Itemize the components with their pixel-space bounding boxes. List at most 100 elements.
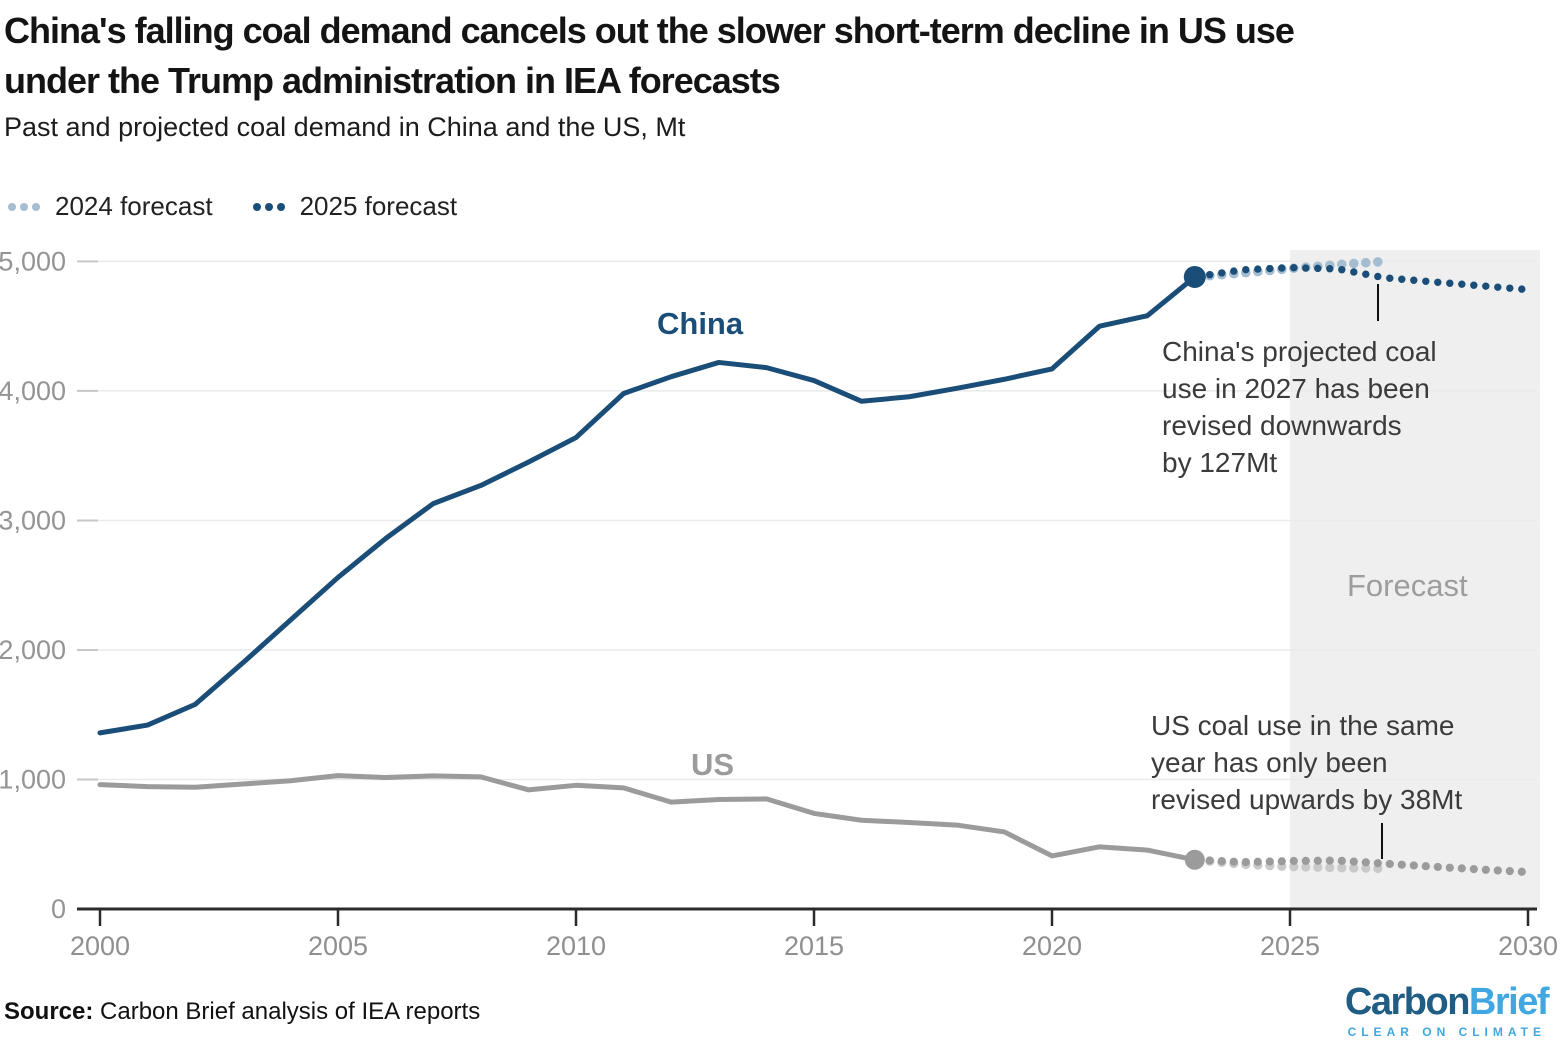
us_2025-dot (1361, 858, 1370, 867)
china_actual-line (97, 274, 1198, 736)
china_2025-dot (1506, 284, 1514, 292)
china_2025-dot (1314, 264, 1322, 273)
us_2025-dot (1517, 867, 1526, 876)
x-axis-label: 2025 (1260, 931, 1320, 961)
us_2025-dot (1265, 857, 1274, 866)
source-text: Carbon Brief analysis of IEA reports (93, 998, 481, 1025)
china_2025-dot (1494, 283, 1502, 291)
us_2025-dot (1337, 856, 1346, 865)
us_actual-2023-marker (1184, 849, 1205, 870)
us_2025-dot (1301, 856, 1310, 866)
forecast-region-label: Forecast (1347, 568, 1468, 603)
chart-subtitle: Past and projected coal demand in China … (4, 112, 686, 142)
x-axis-label: 2005 (308, 931, 368, 961)
us_2024-dot (1337, 863, 1347, 873)
y-axis-label: 4,000 (0, 376, 66, 406)
carbonbrief-logo: CarbonBrief CLEAR ON CLIMATE (1344, 980, 1550, 1039)
legend-2025-label: 2025 forecast (299, 191, 458, 221)
x-axis-label: 2015 (784, 931, 844, 961)
us_2024-dot (1361, 863, 1371, 873)
legend: 2024 forecast 2025 forecast (8, 191, 497, 222)
us_2025-dot (1457, 864, 1466, 873)
us_2025-dot (1445, 863, 1454, 872)
us-annotation: US coal use in the same year has only be… (1151, 710, 1463, 815)
china_2025-dot (1302, 264, 1310, 272)
china_2025-dot (1290, 264, 1298, 272)
us-series-label: US (691, 747, 735, 782)
us_2025-dot (1397, 860, 1406, 869)
china_2025-dot (1218, 269, 1226, 277)
legend-item-2024-forecast: 2024 forecast (8, 191, 213, 222)
legend-2024-dots-icon (8, 202, 44, 211)
chart-title: China's falling coal demand cancels out … (4, 10, 1295, 101)
us_2025-dot (1481, 865, 1490, 874)
us_2025-dot (1493, 866, 1502, 875)
us_2025-dot (1229, 857, 1238, 866)
china_2025-dot (1254, 265, 1262, 273)
us_2025-dot (1325, 856, 1334, 865)
china_2025-dot (1458, 280, 1466, 288)
china-series-label: China (657, 306, 744, 341)
us_2025-dot (1313, 856, 1322, 865)
forecast-band (1290, 250, 1540, 909)
china_2024-dot (1349, 258, 1359, 269)
y-axis-label: 1,000 (0, 764, 66, 794)
us_2024-dot (1325, 863, 1335, 873)
china_actual-2023-marker (1183, 265, 1206, 288)
us_2024-dot (1289, 862, 1299, 872)
legend-item-2025-forecast: 2025 forecast (252, 191, 458, 222)
china_2025-dot (1230, 267, 1238, 275)
china_2025-dot (1422, 277, 1430, 285)
us_2025-dot (1433, 862, 1442, 872)
china_2025-dot (1362, 270, 1370, 278)
china_2024-dot (1361, 257, 1371, 268)
china_2025-dot (1278, 264, 1286, 272)
china_2025-dot (1350, 268, 1358, 276)
x-axis-label: 2000 (70, 931, 130, 961)
legend-2024-label: 2024 forecast (55, 191, 213, 221)
us_2025-dot (1217, 857, 1226, 866)
us_2024-dot (1349, 863, 1359, 873)
us_2025-dot (1289, 856, 1298, 866)
us_2025-dot (1409, 861, 1418, 870)
us_2025-dot (1205, 856, 1214, 865)
china_2025-dot (1374, 272, 1382, 281)
us_2025-dot (1373, 859, 1382, 868)
source-label: Source: (4, 998, 94, 1025)
carbonbrief-tagline: CLEAR ON CLIMATE (1347, 1025, 1546, 1039)
us_2024-dot (1313, 862, 1323, 872)
x-axis-label: 2030 (1498, 931, 1558, 961)
china_2025-dot (1470, 281, 1478, 289)
y-axis-label: 2,000 (0, 635, 66, 665)
us_2025-dot (1385, 859, 1394, 869)
y-axis-label: 0 (51, 894, 66, 924)
china_2025-dot (1242, 265, 1250, 274)
y-axis-label: 5,000 (0, 246, 66, 276)
source-note: Source: Carbon Brief analysis of IEA rep… (4, 998, 480, 1026)
china_2025-dot (1518, 285, 1526, 293)
legend-2025-dots-icon (252, 202, 289, 211)
china_2025-dot (1266, 264, 1274, 273)
china_2025-dot (1326, 264, 1334, 273)
us_2025-dot (1505, 866, 1514, 876)
china_2025-dot (1206, 270, 1214, 279)
china_2025-dot (1398, 275, 1406, 283)
y-axis-label: 3,000 (0, 505, 66, 535)
china_2025-dot (1434, 278, 1442, 286)
china_2024-dot (1373, 257, 1383, 267)
us_2025-dot (1349, 857, 1358, 866)
china_2025-dot (1446, 279, 1454, 287)
us_2025-dot (1241, 857, 1250, 867)
china_2025-dot (1338, 266, 1346, 274)
carbonbrief-wordmark: CarbonBrief (1344, 981, 1550, 1023)
us_2025-dot (1469, 865, 1478, 874)
x-axis-label: 2010 (546, 931, 606, 961)
us_2025-dot (1277, 857, 1286, 866)
us_2025-dot (1421, 862, 1430, 871)
china_2025-dot (1482, 282, 1490, 290)
china-annotation: China's projected coal use in 2027 has b… (1162, 336, 1437, 478)
china_2025-dot (1386, 274, 1394, 282)
x-axis-label: 2020 (1022, 931, 1082, 961)
